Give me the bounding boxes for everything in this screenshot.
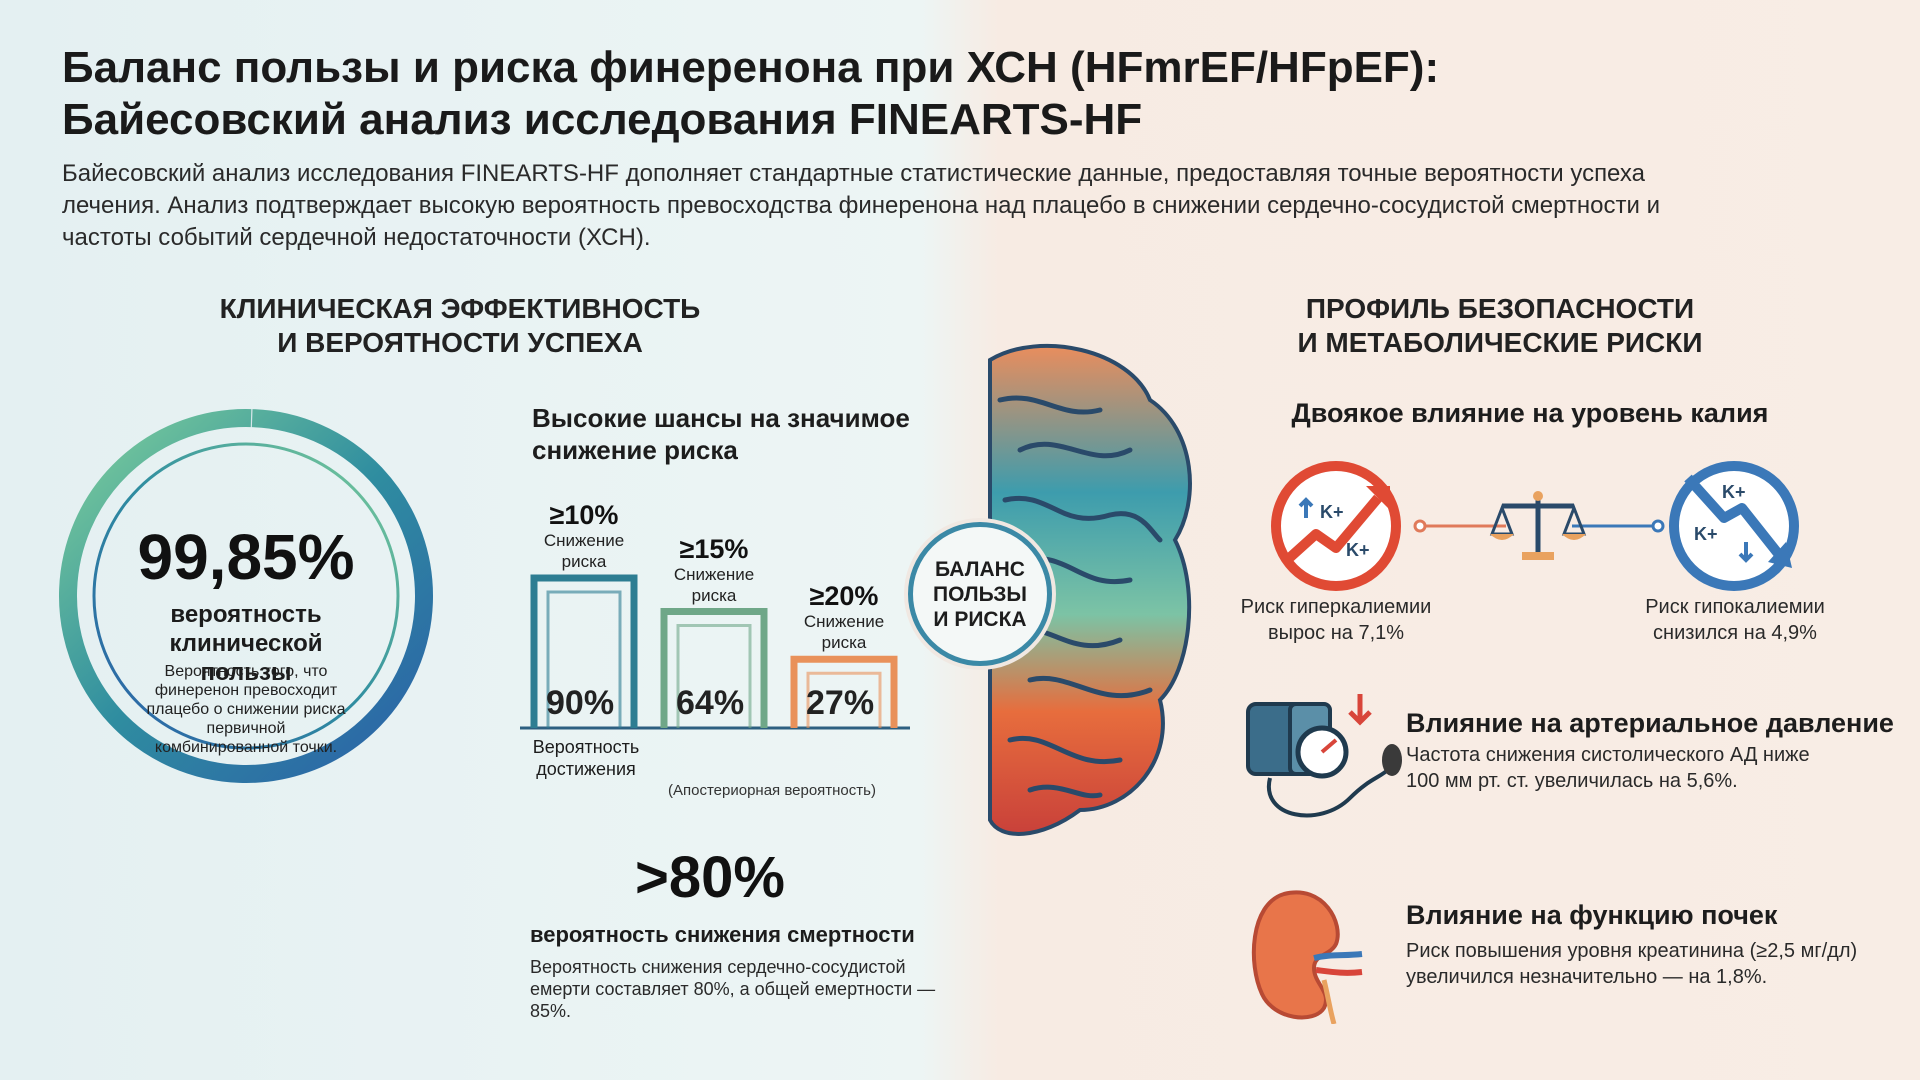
benefit-label: вероятность клинической пользы <box>169 601 323 686</box>
chart-bar <box>790 655 898 728</box>
benefit-description: Вероятность того, что финеренон превосхо… <box>146 663 346 756</box>
chart-category-threshold: ≥10% <box>549 500 619 530</box>
mortality-value: >80% <box>635 845 785 910</box>
chart-bar-value: 90% <box>546 684 615 722</box>
chart-bar-inner <box>676 624 752 728</box>
balance-badge-text: БАЛАНС ПОЛЬЗЫ И РИСКА <box>933 557 1027 631</box>
safety-title-line-2: и метаболические риски <box>1297 327 1703 358</box>
chart-category-label: ≥15% Снижение риска <box>654 534 774 606</box>
kidney-title: Влияние на функцию почек <box>1406 900 1778 930</box>
benefit-ring <box>58 409 433 783</box>
hypokalemia-text: Риск гипокалиемии снизился на 4,9% <box>1645 596 1825 644</box>
chart-axis-label: Вероятность достижения <box>532 737 640 779</box>
chart-category-sublabel: Снижение риска <box>543 531 625 571</box>
mortality-description: Вероятность снижения сердечно-сосудистой… <box>530 957 936 1021</box>
risk-reduction-chart <box>520 574 910 730</box>
safety-section-title: Профиль безопасности и метаболические ри… <box>1200 292 1800 360</box>
potassium-down-icon: K+ K+ <box>1669 461 1799 591</box>
balance-badge: БАЛАНС ПОЛЬЗЫ И РИСКА <box>908 522 1052 666</box>
chart-bar-inner <box>806 671 882 728</box>
scales-icon <box>1489 491 1587 560</box>
intro-text: Байесовский анализ исследования FINEARTS… <box>62 160 1660 251</box>
chart-category-label: ≥20% Снижение риска <box>784 581 904 653</box>
hyperkalemia-text: Риск гиперкалиемии вырос на 7,1% <box>1240 596 1432 644</box>
chart-bar <box>660 608 768 728</box>
chart-category-threshold: ≥15% <box>679 533 749 564</box>
chart-bar <box>530 574 638 728</box>
kidney-icon <box>1251 890 1363 1024</box>
page-title: Баланс пользы и риска финеренона при ХСН… <box>62 42 1882 146</box>
chart-title: Высокие шансы на значимое снижение риска <box>532 403 910 465</box>
safety-title-line-1: Профиль безопасности <box>1305 293 1695 324</box>
mortality-label: вероятность снижения смертности <box>530 922 915 947</box>
chart-category-threshold: ≥20% <box>809 581 879 612</box>
potassium-down-label-2: K+ <box>1694 524 1718 544</box>
chart-bar-value: 27% <box>806 684 875 722</box>
chart-category-sublabel: Снижение риска <box>803 612 885 653</box>
potassium-up-label: K+ <box>1320 502 1344 522</box>
chart-note: (Апостериорная вероятность) <box>668 782 876 799</box>
kidney-text: Риск повышения уровня креатинина (≥2,5 м… <box>1406 940 1858 988</box>
potassium-up-label-2: K+ <box>1346 540 1370 560</box>
efficacy-title-line-1: Клиническая эффективность <box>219 293 701 324</box>
chart-category-sublabel: Снижение риска <box>673 564 755 605</box>
potassium-up-icon: K+ K+ <box>1271 461 1401 591</box>
potassium-down-label: K+ <box>1722 482 1746 502</box>
chart-bar-value: 64% <box>676 684 745 722</box>
bp-text: Частота снижения систолического АД ниже … <box>1406 744 1810 792</box>
connector-line <box>1413 519 1665 533</box>
efficacy-section-title: Клиническая эффективность и вероятности … <box>160 292 760 360</box>
efficacy-title-line-2: и вероятности успеха <box>277 327 643 358</box>
blood-pressure-monitor-icon <box>1246 694 1402 818</box>
chart-bar-inner <box>546 590 622 728</box>
chart-category-label: ≥10% Снижение риска <box>524 500 644 572</box>
potassium-title: Двоякое влияние на уровень калия <box>1291 398 1769 428</box>
title-line-1: Баланс пользы и риска финеренона при ХСН… <box>62 43 1440 92</box>
bp-title: Влияние на артериальное давление <box>1406 708 1894 738</box>
benefit-value: 99,85% <box>137 521 355 593</box>
benefit-ring-arc <box>58 409 433 783</box>
title-line-2: Байесовский анализ исследования FINEARTS… <box>62 95 1143 144</box>
